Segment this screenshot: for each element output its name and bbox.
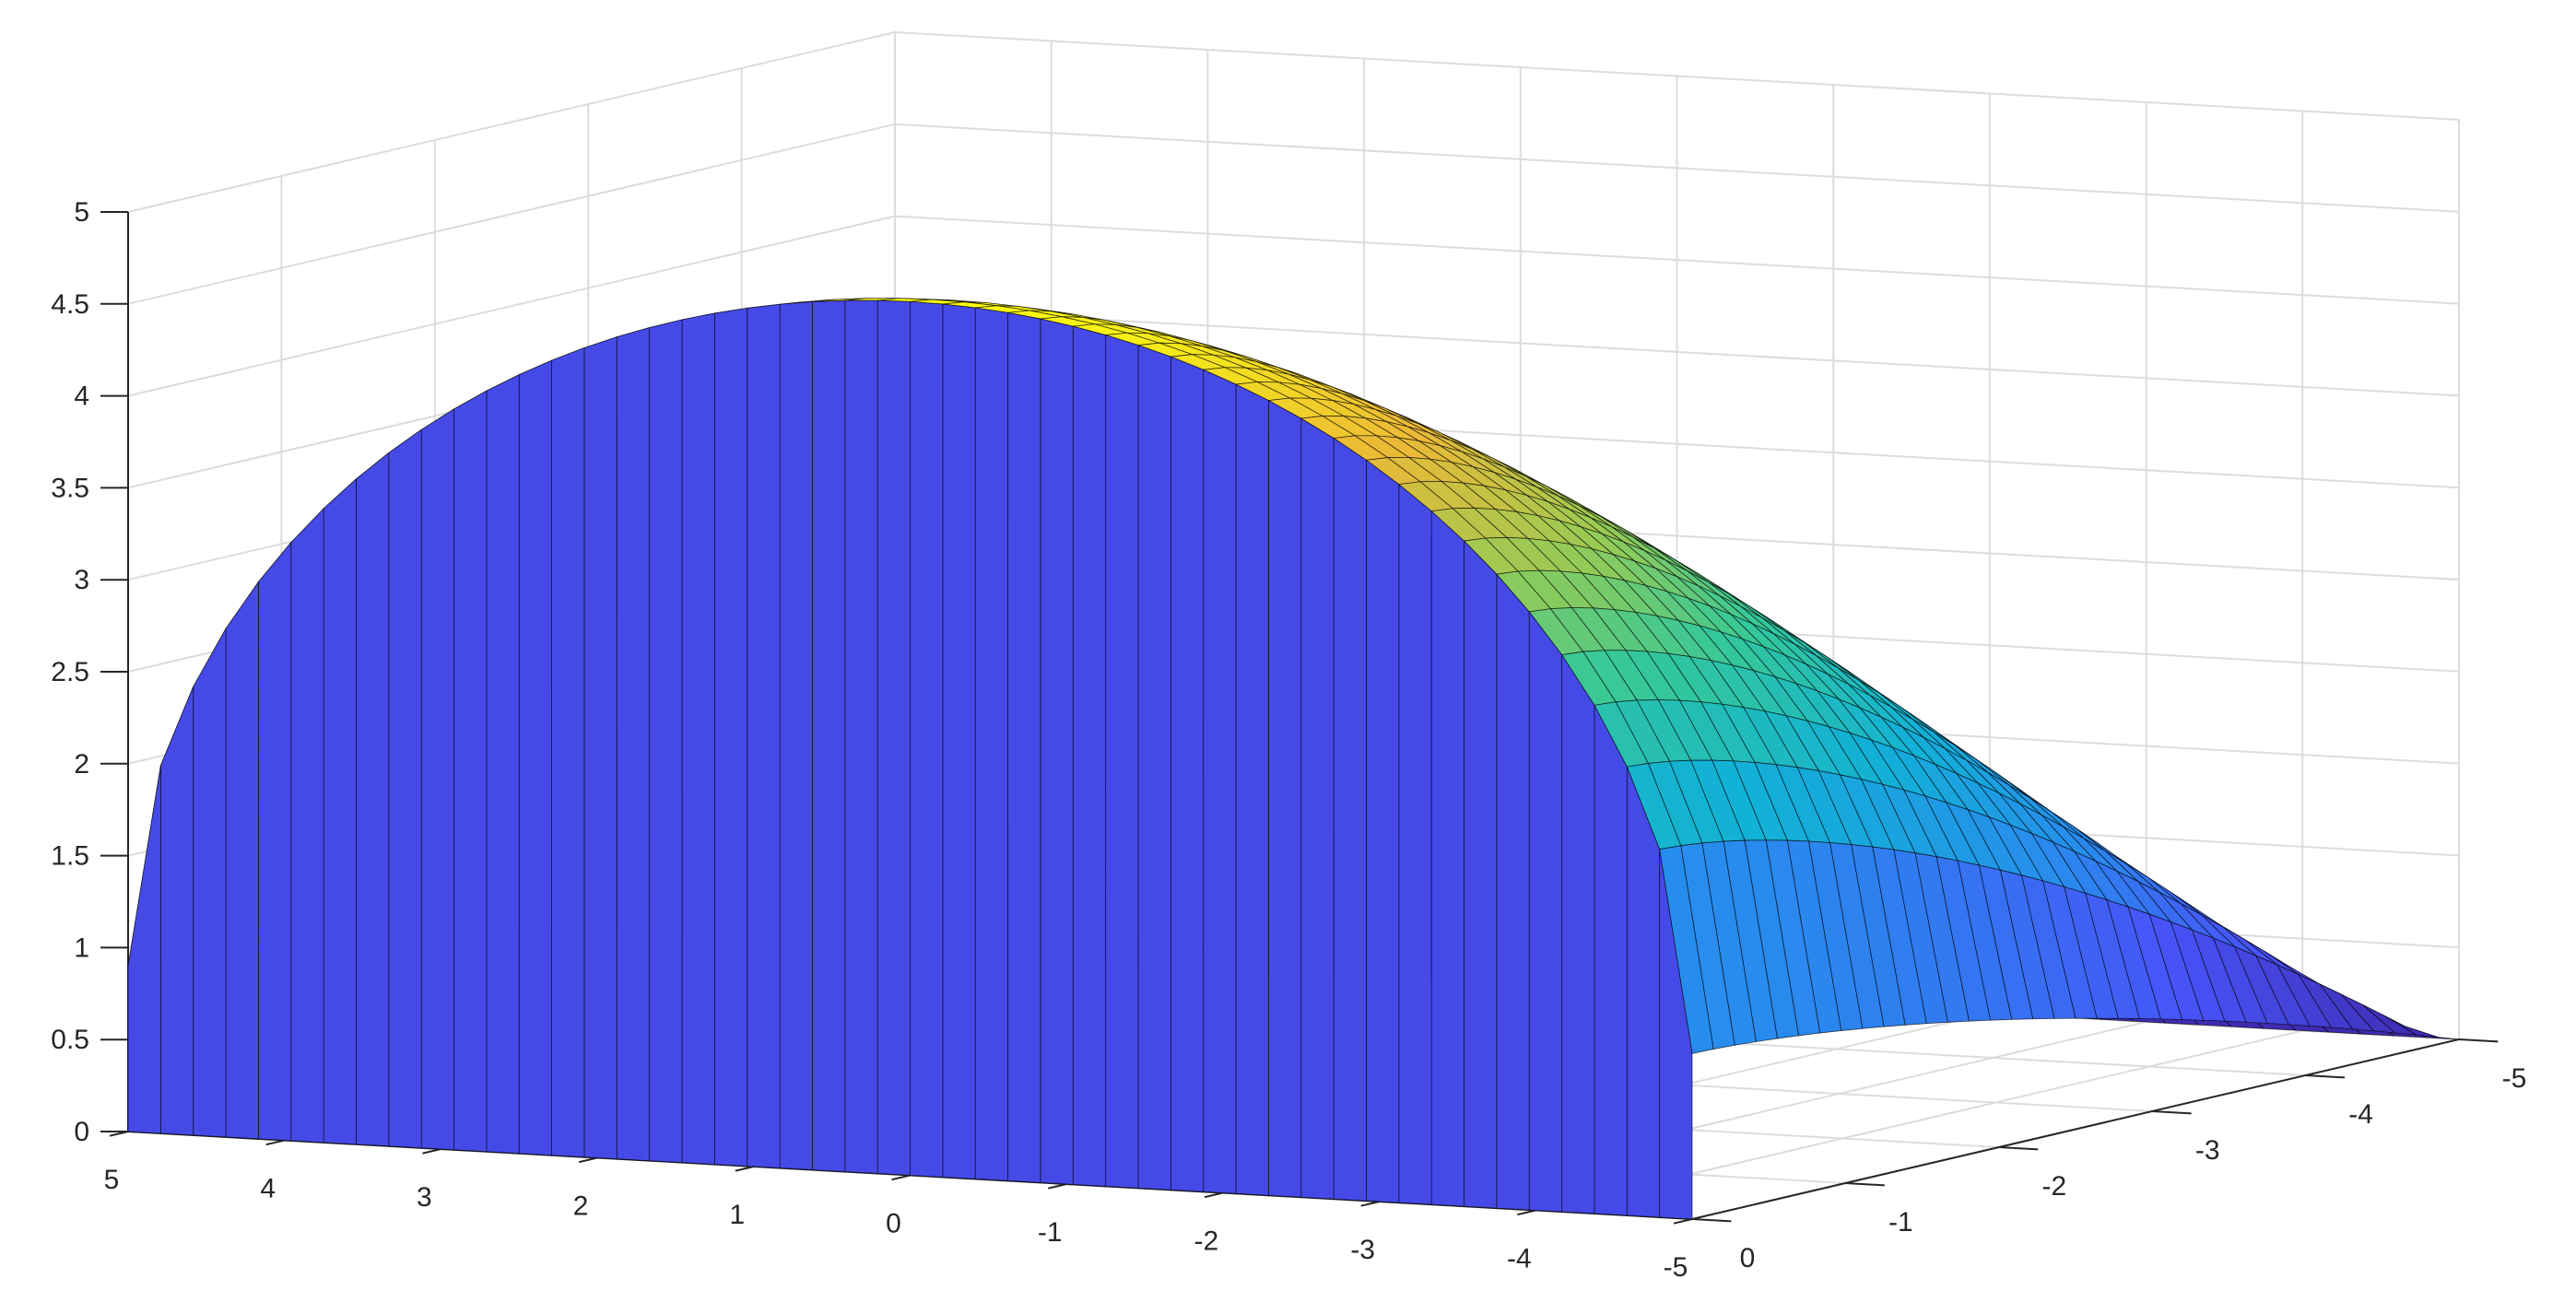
surface-patch [844,299,878,1174]
y-tick [2458,1038,2499,1043]
surface-patch [1137,345,1171,1191]
x-tick-label: -3 [1350,1235,1375,1265]
surface-patch [1528,610,1562,1213]
surface-patch [1464,540,1498,1209]
surface-patch [1366,459,1400,1203]
surface-patch [486,373,520,1155]
surface-patch [1235,383,1269,1196]
z-tick-label: 2 [74,749,89,780]
gridline-z [127,123,896,305]
surface-patch [1203,369,1237,1194]
y-tick [2152,1110,2192,1115]
surface-patch [779,301,813,1170]
surface-patch [1267,399,1302,1198]
x-tick-label: -1 [1038,1217,1063,1248]
surface-patch [910,300,944,1178]
z-tick-label: 3.5 [51,473,89,503]
z-tick-label: 2.5 [51,657,89,687]
y-tick-label: -2 [2041,1171,2066,1202]
x-tick [422,1148,441,1155]
surface-patch [1398,483,1432,1205]
x-tick-label: 4 [260,1174,276,1204]
x-tick [735,1166,755,1172]
y-tick-label: -5 [2502,1063,2527,1094]
x-tick-label: 5 [104,1165,120,1195]
surface-patch [616,326,651,1162]
surface-patch [1072,325,1107,1187]
x-tick [265,1139,285,1146]
gridline-z [127,31,896,213]
surface-patch [812,299,846,1172]
z-tick-label: 0 [74,1117,89,1147]
x-tick-label: 1 [729,1200,745,1230]
z-tick-label: 5 [74,197,89,228]
surface-patch [942,303,976,1179]
y-tick [1998,1146,2039,1151]
surface-patch [747,303,781,1169]
surface-patch [518,359,553,1156]
x-tick [1517,1209,1536,1216]
x-tick-label: -5 [1664,1252,1688,1283]
x-tick-label: -4 [1507,1244,1532,1274]
surface-patch [1300,417,1335,1200]
surface-patch [159,686,194,1136]
x-tick-label: -2 [1194,1226,1219,1257]
x-tick [1673,1218,1693,1225]
x-tick-label: 0 [886,1209,901,1239]
gridline-z [127,215,896,397]
surface-patch [453,390,488,1153]
surface-patch [1040,318,1074,1185]
x-tick [578,1156,598,1164]
surface-patch [1105,334,1139,1189]
x-tick [1204,1191,1224,1199]
surface-patch [1561,653,1595,1214]
surface [127,298,2460,1220]
tick-labels: 0 0.5 1 1.5 2 2.5 3 3.5 4 4.5 5 5 4 3 2 1 0 -1 -2 -3 -4 -5 0 -1… [51,197,2526,1283]
x-tick [1048,1183,1067,1190]
surface-patch [290,507,324,1144]
y-axis-line [1691,1038,2460,1220]
z-tick-label: 1 [74,933,89,963]
surface-patch [1170,356,1205,1192]
z-tick-label: 0.5 [51,1025,89,1055]
surface-patch [1594,705,1628,1216]
y-tick-label: -4 [2348,1099,2373,1130]
y-tick-label: -3 [2195,1135,2220,1166]
z-tick-label: 1.5 [51,841,89,872]
surface-patch [1430,510,1464,1207]
z-tick-label: 4.5 [51,289,89,320]
surface-patch [258,541,292,1142]
x-tick-label: 3 [417,1182,432,1213]
z-tick-label: 3 [74,565,89,595]
x-tick [891,1174,911,1181]
surface-patch [681,312,715,1166]
surface-patch [388,428,422,1149]
y-tick [1845,1182,1885,1187]
z-tick-label: 4 [74,381,89,412]
y-tick [1691,1218,1732,1223]
surface-patch [551,346,585,1158]
x-tick-label: 2 [573,1191,589,1222]
surface-patch [420,408,454,1151]
surface-patch [974,307,1008,1181]
surface-patch [193,627,227,1138]
surface-patch [876,299,911,1176]
surface-patch [1333,437,1367,1202]
surface-patch [1496,573,1530,1211]
surface-patch [649,319,683,1164]
surface-patch [1007,311,1041,1183]
y-tick-label: 0 [1740,1243,1756,1273]
y-tick-label: -1 [1888,1207,1913,1237]
surface-patch [127,765,161,1134]
surface-patch [583,336,618,1160]
x-tick [1360,1201,1380,1207]
surface-patch [356,452,390,1147]
y-tick [2305,1074,2346,1079]
surface-patch [323,477,357,1145]
x-tick [109,1131,129,1137]
surface-patch [713,307,748,1167]
surface-patch [225,581,259,1140]
